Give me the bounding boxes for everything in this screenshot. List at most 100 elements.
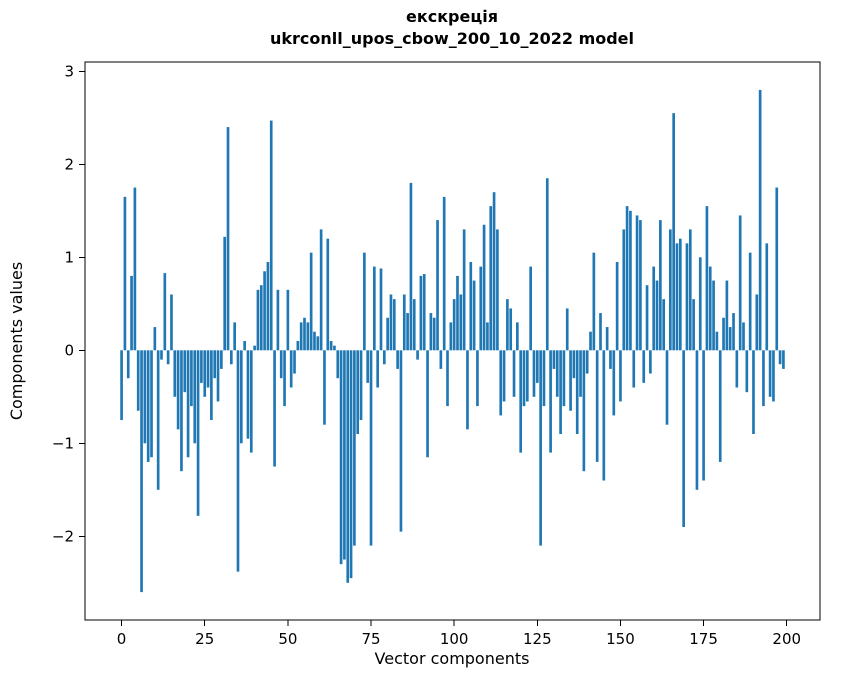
bar — [299, 322, 303, 351]
bar — [665, 350, 669, 425]
bar — [526, 350, 529, 402]
bar — [659, 220, 662, 351]
bar — [615, 261, 619, 351]
axes-group: 0 25 50 75 100 125 150 175 200 −2 −1 0 1 2 3 — [52, 61, 821, 648]
x-tick-label: 100 — [440, 630, 469, 648]
bar — [140, 350, 143, 593]
bar — [326, 238, 330, 351]
bar — [579, 350, 582, 397]
y-tick-label: 1 — [64, 248, 74, 266]
bar — [376, 350, 379, 388]
bar — [123, 196, 127, 351]
bar — [386, 317, 389, 351]
bar — [712, 280, 715, 351]
bar — [170, 294, 173, 351]
bar — [715, 331, 719, 351]
bar — [732, 313, 735, 351]
bar — [705, 206, 709, 351]
bar — [446, 350, 449, 407]
bar — [662, 299, 666, 351]
bar — [306, 322, 310, 351]
bar — [589, 331, 592, 351]
bar — [349, 350, 353, 579]
bar — [196, 350, 200, 516]
bar — [130, 275, 133, 351]
bar — [765, 243, 769, 351]
bar — [695, 350, 699, 490]
bar — [392, 299, 396, 351]
bar — [379, 268, 383, 351]
bar — [549, 350, 552, 453]
bar — [120, 350, 123, 421]
bar — [499, 350, 503, 416]
bar — [539, 350, 542, 546]
bar — [136, 350, 140, 411]
bar — [655, 280, 659, 351]
bar — [422, 274, 426, 351]
bar — [389, 294, 393, 351]
bar — [599, 313, 602, 351]
bar — [642, 350, 646, 383]
bar — [213, 350, 217, 379]
bar — [309, 252, 313, 351]
bar — [479, 266, 483, 351]
bar — [426, 350, 429, 458]
bar — [492, 192, 496, 351]
bar — [180, 350, 183, 472]
bar — [476, 350, 479, 407]
bar — [629, 210, 632, 351]
x-tick-label: 150 — [606, 630, 635, 648]
bar — [416, 350, 419, 360]
bar — [672, 113, 675, 351]
bar — [728, 327, 732, 351]
bar — [146, 350, 150, 462]
bar — [605, 327, 609, 351]
bar — [622, 229, 626, 351]
bar — [675, 243, 679, 351]
bar — [343, 350, 346, 560]
bar — [442, 196, 446, 351]
bar — [678, 238, 682, 351]
bar — [126, 350, 130, 379]
bar — [745, 350, 749, 393]
bar — [319, 229, 323, 351]
bar — [519, 350, 523, 453]
bar — [545, 178, 549, 351]
y-tick-label: −1 — [52, 434, 74, 452]
bar — [366, 350, 370, 383]
bar — [619, 350, 622, 402]
bar — [186, 350, 190, 458]
bar — [698, 257, 702, 351]
bar — [402, 294, 406, 351]
bar — [439, 350, 443, 369]
bar — [329, 341, 333, 351]
bar — [565, 308, 569, 351]
bar — [133, 187, 137, 351]
bar — [359, 350, 363, 421]
bar — [419, 275, 423, 351]
bar — [353, 350, 356, 546]
chart-title-line2: ukrconll_upos_cbow_200_10_2022 model — [270, 29, 634, 48]
x-tick-label: 25 — [195, 630, 214, 648]
y-tick-label: 2 — [64, 155, 74, 173]
bar — [762, 350, 765, 407]
bar — [722, 317, 725, 351]
bar — [612, 350, 616, 416]
bar — [429, 313, 433, 351]
bar — [482, 224, 486, 351]
y-tick-label: 0 — [64, 341, 74, 359]
bar — [313, 331, 316, 351]
bar — [220, 350, 223, 369]
bar — [516, 322, 519, 351]
bar — [466, 350, 469, 430]
bar — [160, 350, 163, 360]
bar — [356, 350, 360, 434]
bar — [506, 299, 509, 351]
y-axis-label: Components values — [7, 262, 26, 420]
bar — [502, 350, 506, 402]
bar — [512, 350, 516, 397]
bar — [183, 350, 187, 393]
bar — [532, 350, 536, 397]
bar — [206, 350, 210, 388]
